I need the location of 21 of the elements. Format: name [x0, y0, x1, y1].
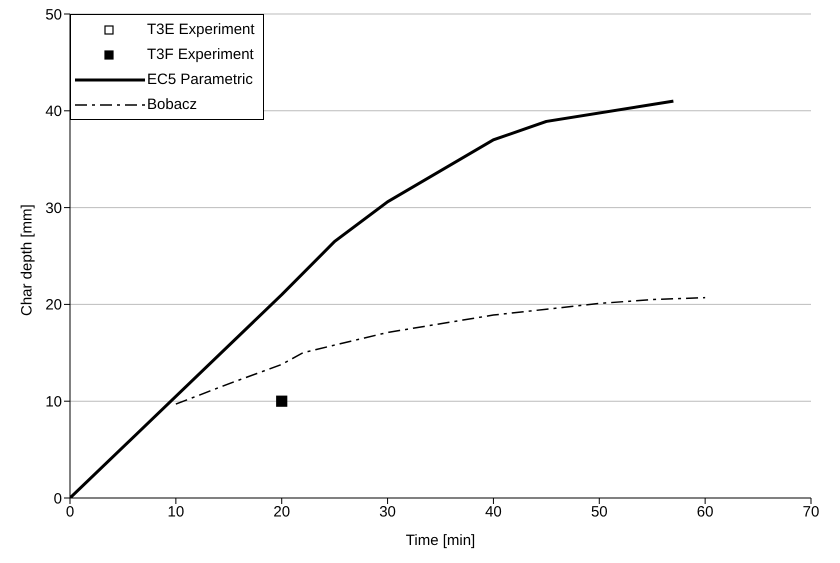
x-tick-label: 60: [696, 504, 714, 521]
y-tick-label: 0: [54, 490, 62, 508]
x-tick-label: 10: [168, 504, 184, 521]
legend-label: EC5 Parametric: [147, 71, 253, 88]
y-tick-label: 10: [45, 394, 62, 411]
x-tick-label: 70: [802, 504, 820, 521]
x-tick-label: 0: [66, 504, 74, 521]
x-tick-label: 50: [590, 504, 608, 521]
x-tick-label: 20: [273, 504, 290, 521]
x-tick-label: 30: [379, 504, 396, 521]
y-tick-label: 50: [45, 6, 62, 24]
y-tick-label: 20: [45, 296, 62, 314]
y-tick-label: 30: [45, 200, 62, 217]
line-series: [175, 296, 706, 405]
y-axis-title: Char depth [mm]: [18, 204, 36, 316]
x-axis-title: Time [min]: [406, 532, 476, 549]
legend-label: T3E Experiment: [147, 21, 255, 38]
legend-label: T3F Experiment: [147, 46, 254, 63]
legend-label: Bobacz: [147, 96, 198, 113]
x-tick-label: 40: [485, 504, 502, 521]
y-tick-label: 40: [45, 103, 62, 120]
